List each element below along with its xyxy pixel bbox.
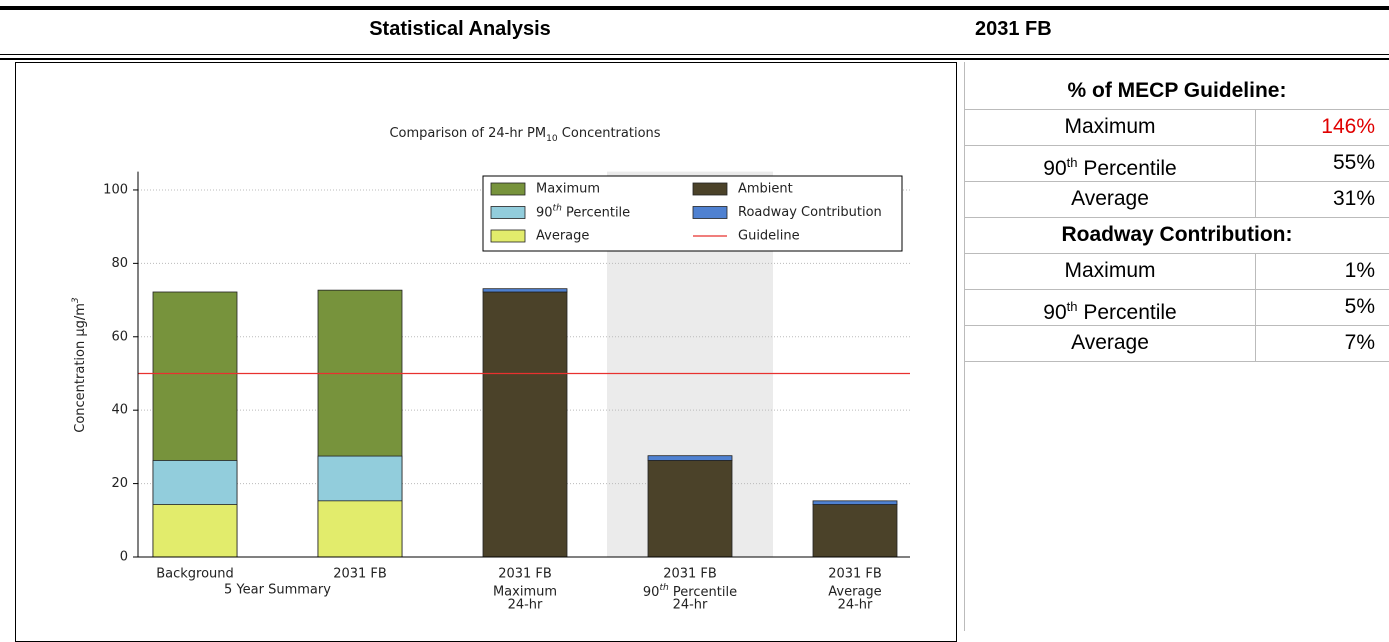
row-rule [965,181,1389,182]
group-label: 5 Year Summary [224,583,331,598]
text-part: Concentrations [558,126,661,141]
header-left: Statistical Analysis [369,18,551,40]
bar [812,504,898,558]
legend-swatch [692,206,728,219]
x-tick-label: 2031 FB [828,567,882,582]
legend-swatch [490,229,526,243]
row-label: Maximum [1064,115,1156,138]
legend-label: Guideline [738,229,800,244]
row-rule [965,145,1389,146]
text-part: th [1066,299,1078,314]
bar [482,291,568,558]
y-tick-label: 40 [111,403,128,418]
section-title: Roadway Contribution: [1061,223,1293,246]
legend-label: Ambient [738,182,793,197]
text-part: Concentration µg/m [73,303,88,433]
chart-title: Comparison of 24-hr PM10 Concentrations [389,126,660,144]
text-part: th [1066,155,1078,170]
row-rule [965,361,1389,362]
y-tick-label: 0 [120,550,128,565]
row-label: Average [1071,331,1149,354]
row-rule [965,289,1389,290]
cell-divider [1255,181,1256,217]
text-part: 90 [1043,301,1067,324]
section-title: % of MECP Guideline: [1067,79,1287,102]
row-value: 146% [1321,115,1375,138]
text-part: Comparison of 24-hr PM [389,126,546,141]
bar [647,460,733,558]
legend-label: Roadway Contribution [738,205,882,220]
row-value: 55% [1332,151,1375,174]
double-rule-bottom [0,58,1389,60]
legend-label: 90th Percentile [536,203,630,220]
cell-divider [1255,109,1256,145]
double-rule-top [0,54,1389,55]
x-sublabel: Average [828,585,881,600]
row-rule [965,217,1389,218]
y-tick-label: 80 [111,256,128,271]
column-divider [964,62,965,631]
row-label: Average [1071,187,1149,210]
row-value: 31% [1332,187,1375,210]
text-part: 90 [643,585,660,600]
bar [317,500,403,558]
legend-swatch [490,182,526,196]
row-rule [965,325,1389,326]
x-tick-label: Background [156,567,234,582]
y-tick-label: 100 [103,182,128,197]
x-sublabel: 90th Percentile [643,583,737,600]
x-sublabel: 24-hr [508,598,543,613]
y-tick-label: 60 [111,329,128,344]
x-sublabel: Maximum [493,585,557,600]
bar [812,500,898,505]
y-tick-label: 20 [111,476,128,491]
legend-box [482,175,903,252]
cell-divider [1255,253,1256,289]
row-value: 5% [1344,295,1375,318]
cell-divider [1255,145,1256,181]
text-part: Percentile [1077,157,1177,180]
bar [647,455,733,461]
text-part: 10 [546,134,558,144]
legend-label: Maximum [536,182,600,197]
text-part: th [553,203,563,213]
bar [482,288,568,293]
row-value: 7% [1344,331,1375,354]
row-rule [965,109,1389,110]
text-part: 3 [71,297,81,303]
text-part: th [659,583,669,593]
legend-swatch [490,206,526,219]
cell-divider [1255,325,1256,361]
y-axis-label: Concentration µg/m3 [71,297,88,433]
top-rule [0,6,1389,10]
row-label: 90th Percentile [965,289,1255,325]
x-sublabel: 24-hr [838,598,873,613]
x-tick-label: 2031 FB [498,567,552,582]
row-label: 90th Percentile [965,145,1255,181]
text-part: Percentile [562,205,630,220]
x-sublabel: 24-hr [673,598,708,613]
x-tick-label: 2031 FB [663,567,717,582]
text-part: 90 [1043,157,1067,180]
row-value: 1% [1344,259,1375,282]
text-part: Percentile [669,585,737,600]
row-rule [965,253,1389,254]
cell-divider [1255,289,1256,325]
text-part: 90 [536,205,553,220]
header-right: 2031 FB [975,18,1052,40]
legend-swatch [692,182,728,196]
text-part: Percentile [1077,301,1177,324]
bar [152,504,238,558]
legend-label: Average [536,229,589,244]
row-label: Maximum [1064,259,1156,282]
x-tick-label: 2031 FB [333,567,387,582]
